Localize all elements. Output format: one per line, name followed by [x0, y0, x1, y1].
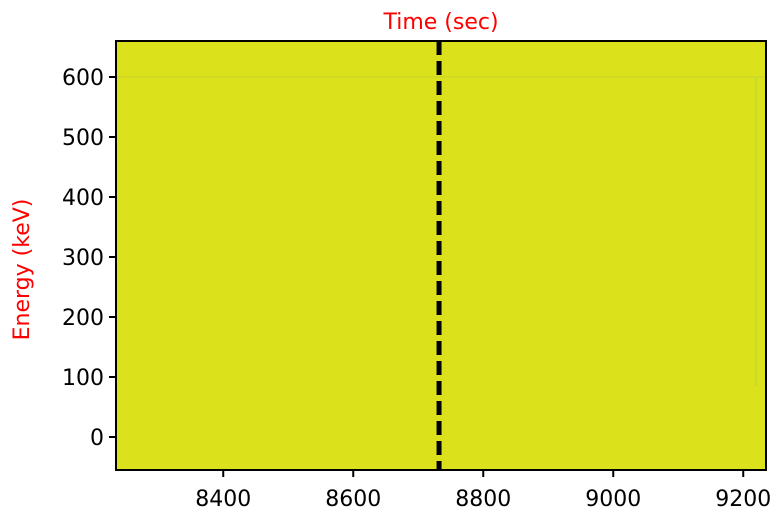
x-tick-label: 8800	[455, 487, 511, 512]
y-tick-label: 600	[62, 66, 104, 91]
x-tick-label: 9000	[585, 487, 641, 512]
y-tick-label: 500	[62, 126, 104, 151]
y-axis-title: Energy (keV)	[10, 199, 35, 341]
plot-frame	[115, 40, 767, 471]
y-tick-label: 100	[62, 366, 104, 391]
x-tick-label: 8600	[325, 487, 381, 512]
x-tick-label: 8400	[195, 487, 251, 512]
y-tick-label: 200	[62, 306, 104, 331]
y-tick-label: 300	[62, 246, 104, 271]
y-tick-label: 0	[90, 426, 104, 451]
x-tick-label: 9200	[715, 487, 771, 512]
x-axis-title: Time (sec)	[382, 10, 498, 35]
x-axis-ticks: 8400 8600 8800 9000 9200	[195, 470, 771, 512]
y-tick-label: 400	[62, 186, 104, 211]
y-axis-ticks: 0 100 200 300 400 500 600	[62, 66, 116, 451]
